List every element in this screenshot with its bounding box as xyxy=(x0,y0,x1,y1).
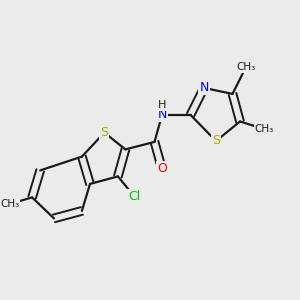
Text: CH₃: CH₃ xyxy=(0,199,19,209)
Text: H: H xyxy=(158,100,166,110)
Text: Cl: Cl xyxy=(128,190,140,203)
Text: N: N xyxy=(157,108,167,122)
Text: CH₃: CH₃ xyxy=(236,62,256,72)
Text: N: N xyxy=(157,108,167,122)
Text: S: S xyxy=(100,126,108,139)
Text: O: O xyxy=(157,162,167,176)
Text: N: N xyxy=(199,81,209,94)
Text: CH₃: CH₃ xyxy=(254,124,274,134)
Text: S: S xyxy=(212,134,220,148)
